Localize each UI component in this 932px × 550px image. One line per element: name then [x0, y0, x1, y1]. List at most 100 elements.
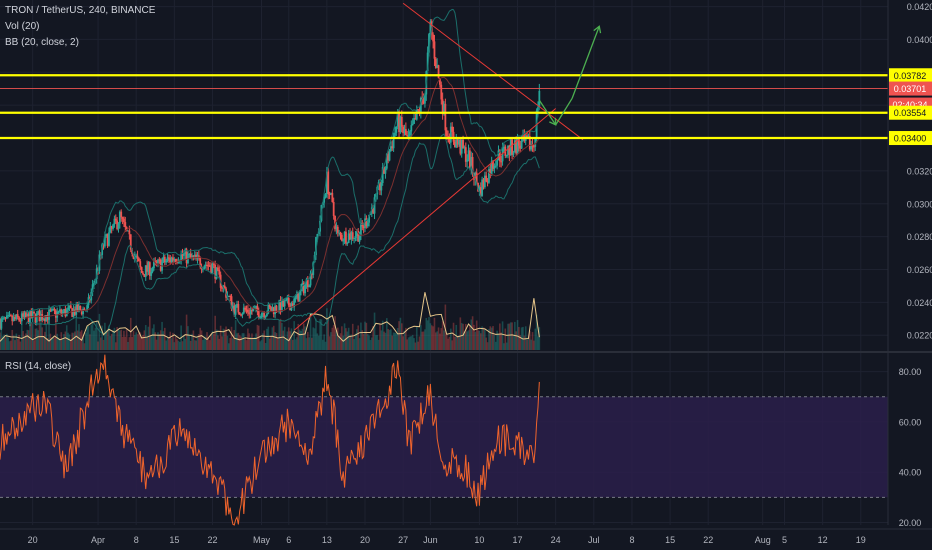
candle-body [349, 233, 351, 240]
volume-bar [523, 335, 526, 350]
volume-bar [225, 326, 227, 350]
ascending-trendline [293, 108, 557, 331]
candle-body [399, 116, 402, 133]
volume-bar [50, 337, 53, 350]
candle-body [372, 207, 375, 214]
candle-body [460, 139, 463, 154]
volume-bar [127, 341, 129, 350]
candle-body [304, 284, 306, 294]
volume-bar [426, 320, 429, 350]
candle-body [46, 315, 49, 320]
candle-body [463, 147, 466, 149]
candle-body [16, 314, 19, 318]
candle-body [195, 254, 198, 259]
candle-body [129, 234, 132, 250]
volume-bar [475, 320, 478, 350]
volume-bar [380, 330, 383, 350]
candle-body [350, 232, 353, 240]
volume-bar [169, 331, 172, 350]
volume-bar [27, 330, 30, 350]
candle-body [422, 100, 425, 104]
candle-body [368, 214, 370, 223]
candle-body [35, 313, 38, 323]
volume-bar [342, 335, 345, 350]
candle-body [343, 231, 346, 241]
candle-body [357, 230, 360, 242]
legend-rsi[interactable]: RSI (14, close) [5, 361, 72, 372]
candle-body [189, 253, 192, 258]
volume-bar [185, 314, 188, 350]
volume-bar [315, 318, 317, 350]
volume-bar [358, 338, 361, 350]
volume-bar [89, 334, 91, 350]
candle-body [492, 161, 494, 169]
volume-bar [279, 318, 282, 350]
volume-bar [474, 331, 477, 350]
candle-body [124, 222, 127, 228]
volume-bar [429, 323, 432, 350]
volume-bar [46, 338, 49, 350]
volume-bar [486, 342, 489, 350]
volume-bar [292, 339, 294, 350]
candle-body [233, 305, 236, 315]
candle-body [489, 169, 492, 176]
candle-body [389, 146, 392, 152]
candle-body [488, 169, 490, 183]
volume-bar [67, 332, 69, 350]
volume-bar [60, 332, 63, 350]
volume-bar [351, 323, 354, 350]
volume-bar [296, 337, 298, 350]
volume-bar [371, 337, 373, 350]
candle-body [287, 298, 290, 306]
volume-bar [218, 338, 221, 350]
volume-bar [207, 336, 210, 350]
volume-bar [18, 334, 20, 350]
candle-body [236, 303, 238, 305]
volume-bar [61, 338, 64, 350]
volume-bar [128, 337, 131, 350]
volume-bar [193, 340, 196, 350]
volume-bar [354, 333, 357, 350]
candle-body [241, 313, 244, 315]
volume-bar [287, 327, 290, 350]
volume-bar [350, 334, 353, 350]
volume-bar [117, 329, 120, 350]
level-price-label: 02:40:34 [892, 100, 927, 110]
volume-bar [469, 324, 471, 350]
volume-bar [244, 337, 246, 350]
candle-body [144, 265, 147, 278]
volume-bar [161, 321, 163, 350]
volume-bar [376, 334, 379, 350]
rsi-tick-label: 60.00 [899, 417, 922, 427]
candle-body [501, 147, 504, 162]
volume-bar [157, 332, 159, 350]
volume-bar [459, 317, 462, 350]
volume-bar [95, 320, 98, 350]
candle-body [414, 118, 417, 120]
legend-bollinger[interactable]: BB (20, close, 2) [5, 37, 79, 48]
volume-bar [334, 316, 336, 350]
volume-bar [76, 330, 79, 350]
candle-body [428, 34, 430, 53]
volume-bar [463, 331, 466, 350]
volume-bar [98, 313, 101, 350]
volume-bar [52, 336, 54, 350]
volume-bar [150, 336, 152, 350]
candle-body [475, 172, 478, 183]
legend-symbol[interactable]: TRON / TetherUS, 240, BINANCE [5, 5, 156, 16]
volume-bar [435, 332, 437, 350]
volume-bar [305, 338, 308, 350]
legend-volume[interactable]: Vol (20) [5, 21, 40, 32]
candle-body [400, 116, 403, 127]
volume-bar [264, 342, 267, 350]
volume-bar [473, 324, 475, 350]
candle-body [271, 307, 274, 311]
candle-body [447, 135, 449, 138]
candle-body [234, 304, 237, 315]
volume-bar [42, 336, 45, 350]
candle-body [188, 253, 191, 255]
volume-bar [229, 338, 231, 350]
volume-bar [447, 338, 449, 350]
